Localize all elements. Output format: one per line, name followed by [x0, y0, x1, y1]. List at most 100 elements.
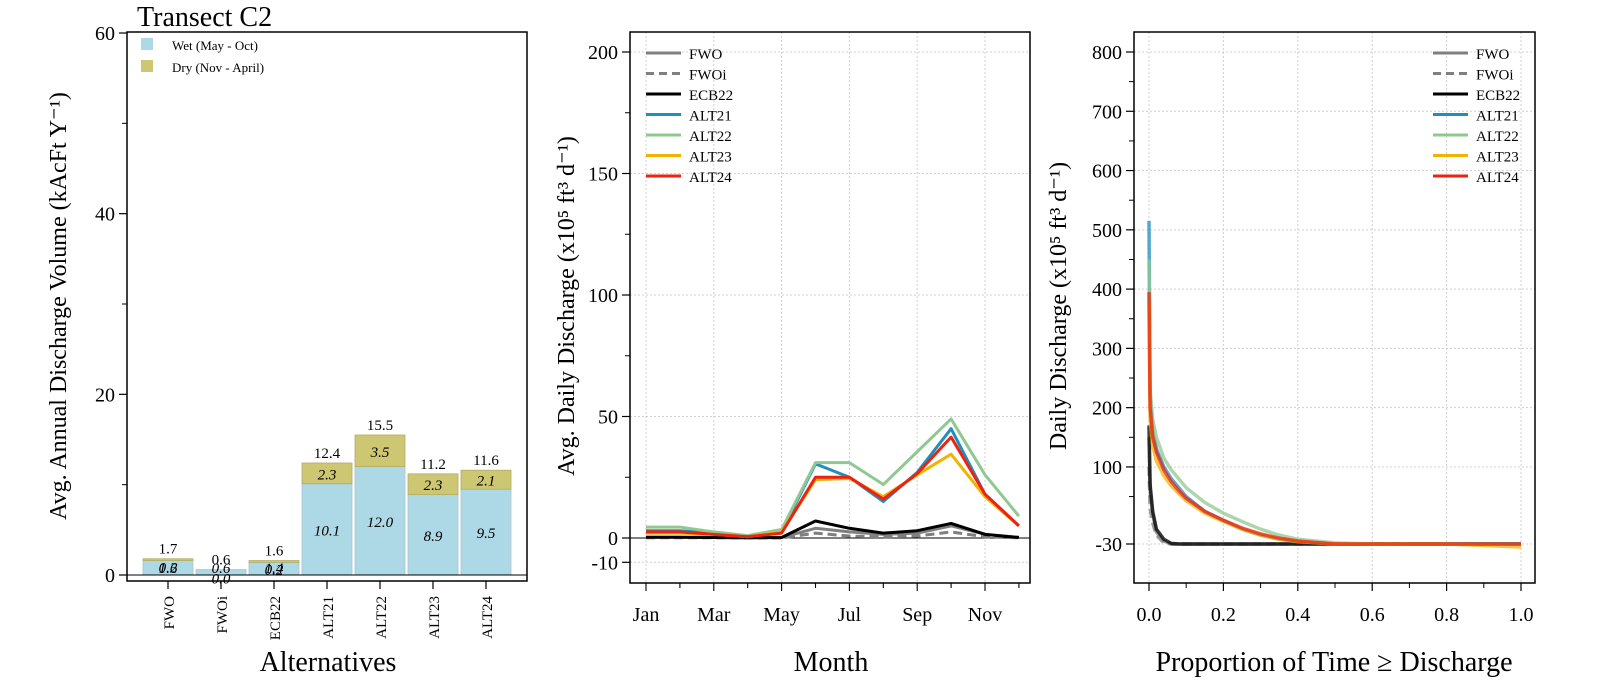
x-tick-label-may: May [763, 604, 800, 626]
line-alt24 [1147, 292, 1521, 546]
x-tick-label-0-2: 0.2 [1211, 604, 1236, 626]
line-alt22 [1147, 259, 1521, 546]
legend-label-alt22: ALT22 [1476, 129, 1519, 145]
legend-label-wet-may-oct: Wet (May - Oct) [172, 38, 258, 53]
bar-wet-alt23 [407, 494, 459, 576]
bar-dry-label-alt22: 3.5 [370, 445, 390, 461]
bar-dry-label-alt24: 2.1 [477, 474, 496, 490]
x-tick-label-0-4: 0.4 [1285, 604, 1310, 626]
legend-label-alt24: ALT24 [689, 170, 732, 186]
x-tick-label-mar: Mar [697, 604, 731, 626]
bar-dry-fwo [142, 558, 194, 561]
bar-dry-label-alt23: 2.3 [424, 478, 443, 494]
y-tick-label-40: 40 [95, 204, 115, 226]
y-tick-label-600: 600 [1092, 161, 1122, 183]
chart-title: Transect C2 [137, 2, 272, 33]
y-tick-label-0: 0 [105, 565, 115, 587]
bar-total-label-alt24: 11.6 [473, 453, 499, 469]
monthly-panel: -100 50 100 150 200 Jan Mar May Jul Sep Nov FWO FWOi… [554, 31, 1031, 678]
legend-label-fwoi: FWOi [1476, 68, 1514, 84]
line-fwoi [1147, 466, 1521, 546]
legend-label-fwo: FWO [1476, 47, 1510, 63]
line-fwo [1147, 437, 1521, 546]
bar-dry-alt21 [301, 462, 353, 485]
legend-label-alt22: ALT22 [689, 129, 732, 145]
bar-dry-label-ecb22: 0.2 [265, 563, 284, 579]
y-tick-label-700: 700 [1092, 101, 1122, 123]
monthly-plot-frame [629, 31, 1031, 584]
x-tick-label-fwo: FWO [162, 596, 178, 630]
x-tick-label-jan: Jan [633, 604, 660, 626]
y-tick-label-100: 100 [1092, 457, 1122, 479]
x-tick-label-0-0: 0.0 [1137, 604, 1162, 626]
x-tick-label-0-8: 0.8 [1434, 604, 1459, 626]
legend-swatch-wet-may-oct [141, 38, 153, 50]
duration-panel: -30 100 200 300 400 500 600 700 800 0.0 0.2 0.4 0.6 0… [1046, 31, 1536, 678]
y-tick-label-800: 800 [1092, 42, 1122, 64]
bar-wet-label-alt24: 9.5 [477, 526, 496, 542]
legend-label-alt23: ALT23 [689, 150, 732, 166]
legend-label-alt24: ALT24 [1476, 170, 1519, 186]
bar-dry-alt22 [354, 434, 406, 468]
line-alt24 [646, 435, 1020, 539]
x-tick-label-jul: Jul [838, 604, 862, 626]
y-tick-label-200: 200 [1092, 398, 1122, 420]
y-tick-label-200: 200 [588, 42, 618, 64]
legend-label-fwo: FWO [689, 47, 723, 63]
y-axis-title: Avg. Annual Discharge Volume (kAcFt Y⁻¹) [46, 92, 72, 520]
bar-total-label-alt22: 15.5 [367, 418, 393, 434]
x-tick-label-alt23: ALT23 [427, 596, 443, 639]
bar-wet-label-alt21: 10.1 [314, 523, 340, 539]
x-tick-label-alt24: ALT24 [480, 596, 496, 639]
bar-dry-label-fwoi: 0.0 [212, 572, 231, 588]
y-tick-label-400: 400 [1092, 279, 1122, 301]
bar-wet-label-fwoi: 0.6 [212, 561, 231, 577]
x-axis-title: Alternatives [260, 647, 397, 678]
y-tick-label-60: 60 [95, 23, 115, 45]
y-tick-label-100: 100 [588, 285, 618, 307]
x-tick-label-0-6: 0.6 [1360, 604, 1385, 626]
y-tick-label-150: 150 [588, 164, 618, 186]
line-alt22 [646, 417, 1021, 538]
y-tick-label-0: 0 [608, 528, 618, 550]
x-axis-title: Month [794, 647, 869, 678]
bar-wet-label-alt22: 12.0 [367, 515, 394, 531]
x-axis-title: Proportion of Time ≥ Discharge [1155, 647, 1512, 678]
legend-label-fwoi: FWOi [689, 68, 727, 84]
bar-wet-label-fwo: 1.6 [159, 561, 178, 577]
x-tick-label-fwoi: FWOi [215, 596, 231, 634]
bar-total-label-alt21: 12.4 [314, 446, 341, 462]
bar-dry-ecb22 [248, 560, 300, 563]
duration-plot-frame [1133, 31, 1536, 584]
line-ecb22 [646, 519, 1020, 540]
y-tick-label-50: 50 [598, 407, 618, 429]
line-ecb22 [1147, 425, 1521, 546]
y-axis-title: Avg. Daily Discharge (x10⁵ ft³ d⁻¹) [554, 136, 580, 476]
y-tick-label-500: 500 [1092, 220, 1122, 242]
x-tick-label-alt22: ALT22 [374, 596, 390, 639]
legend-label-dry-nov-april: Dry (Nov - April) [172, 60, 264, 75]
x-tick-label-sep: Sep [902, 604, 932, 626]
bar-panel: 02040601.60.21.7FWO0.60.00.6FWOi1.40.21.… [46, 2, 528, 678]
bar-total-label-fwo: 1.7 [159, 542, 178, 558]
bar-dry-label-alt21: 2.3 [318, 467, 337, 483]
line-alt21 [646, 427, 1020, 539]
bar-dry-alt23 [407, 473, 459, 496]
legend-label-ecb22: ECB22 [689, 88, 733, 104]
bar-wet-label-alt23: 8.9 [424, 529, 443, 545]
y-tick-label-300: 300 [1092, 338, 1122, 360]
bar-wet-alt22 [354, 466, 406, 576]
x-tick-label-nov: Nov [968, 604, 1002, 626]
y-tick-label-30: -30 [1095, 534, 1122, 556]
legend-label-ecb22: ECB22 [1476, 88, 1520, 104]
y-tick-label-20: 20 [95, 384, 115, 406]
line-alt21 [1147, 220, 1521, 546]
bar-total-label-ecb22: 1.6 [265, 544, 284, 560]
bar-total-label-alt23: 11.2 [420, 457, 446, 473]
x-tick-label-ecb22: ECB22 [268, 596, 284, 640]
bar-dry-label-fwo: 0.2 [159, 561, 178, 577]
bar-wet-alt24 [460, 488, 512, 576]
bar-wet-alt21 [301, 483, 353, 576]
bar-total-label-fwoi: 0.6 [212, 553, 231, 569]
